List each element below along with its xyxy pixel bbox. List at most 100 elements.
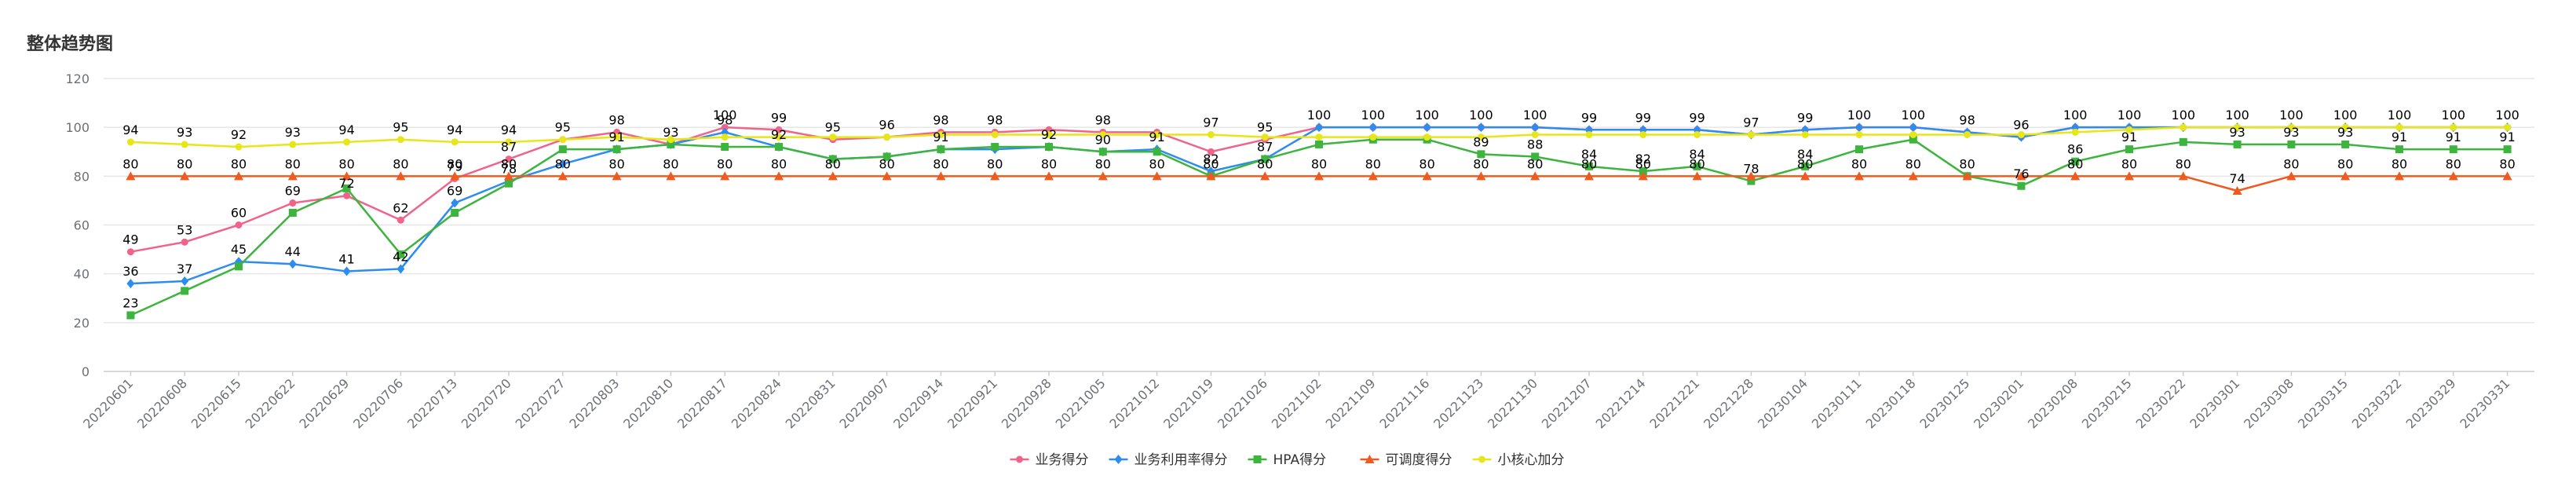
data-point	[2448, 171, 2458, 181]
data-label: 80	[2283, 156, 2299, 171]
data-label: 80	[1419, 156, 1434, 171]
x-tick-label: 20221228	[1701, 375, 1756, 431]
data-point	[180, 171, 190, 181]
data-point	[1585, 162, 1593, 170]
data-label: 80	[1473, 156, 1489, 171]
legend-item: 业务得分	[1010, 452, 1089, 468]
data-point	[774, 171, 784, 181]
data-point	[990, 171, 1000, 181]
x-tick-label: 20230215	[2079, 375, 2135, 431]
data-point	[2504, 123, 2512, 131]
y-tick-label: 60	[74, 218, 90, 233]
data-point	[1315, 133, 1323, 141]
y-tick-label: 120	[65, 71, 90, 86]
data-point	[505, 155, 513, 163]
data-label: 80	[1689, 156, 1705, 171]
data-point	[342, 171, 352, 181]
data-label: 91	[2499, 130, 2515, 144]
x-tick-label: 20230201	[1971, 375, 2026, 431]
data-point	[1747, 177, 1756, 185]
series-line	[130, 126, 2508, 285]
data-point	[2017, 181, 2026, 190]
data-label: 84	[1689, 147, 1705, 162]
data-point	[1365, 455, 1375, 463]
data-label: 100	[2333, 108, 2358, 122]
data-point	[1964, 130, 1971, 138]
data-label: 100	[713, 108, 737, 122]
data-label: 80	[555, 156, 571, 171]
data-point	[1152, 171, 1162, 181]
data-point	[721, 123, 729, 131]
data-point	[721, 133, 729, 141]
data-label: 87	[1257, 140, 1273, 155]
x-tick-label: 20221012	[1106, 375, 1162, 431]
data-label: 80	[771, 156, 787, 171]
data-point	[1423, 122, 1431, 133]
data-label: 72	[338, 176, 354, 191]
data-label: 80	[2446, 156, 2461, 171]
x-tick-label: 20220601	[80, 375, 136, 431]
data-point	[2395, 145, 2403, 154]
data-label: 80	[122, 156, 138, 171]
data-label: 96	[879, 118, 894, 133]
data-point	[126, 311, 135, 320]
legend-item: 小核心加分	[1472, 452, 1565, 468]
data-point	[1098, 171, 1108, 181]
x-tick-label: 20230308	[2241, 375, 2296, 431]
data-point	[1909, 130, 1917, 138]
data-label: 93	[2283, 125, 2299, 140]
data-point	[396, 216, 404, 224]
data-point	[991, 130, 999, 138]
legend-label: 小核心加分	[1498, 452, 1565, 468]
x-tick-label: 20221019	[1160, 375, 1216, 431]
data-point	[1153, 148, 1161, 156]
data-label: 93	[663, 125, 678, 140]
data-point	[2017, 130, 2025, 138]
x-tick-label: 20220817	[674, 375, 730, 431]
data-point	[1044, 171, 1054, 181]
x-tick-label: 20221221	[1646, 375, 1702, 431]
data-point	[342, 184, 351, 192]
data-label: 80	[608, 156, 624, 171]
data-point	[667, 140, 675, 148]
data-point	[235, 143, 243, 151]
x-tick-label: 20220622	[243, 375, 298, 431]
data-label: 99	[1689, 110, 1705, 125]
data-point	[2180, 123, 2187, 131]
legend-item: 可调度得分	[1360, 452, 1452, 468]
data-label: 100	[2063, 108, 2088, 122]
data-point	[342, 266, 351, 276]
x-tick-label: 20221109	[1323, 375, 1379, 431]
data-label: 92	[771, 127, 787, 142]
data-label: 80	[1635, 156, 1651, 171]
data-point	[1315, 140, 1323, 148]
data-point	[450, 171, 460, 181]
data-point	[235, 221, 243, 229]
data-point	[1531, 130, 1539, 138]
data-label: 84	[1581, 147, 1597, 162]
data-label: 80	[1959, 156, 1975, 171]
data-label: 80	[393, 156, 408, 171]
data-label: 80	[879, 156, 894, 171]
data-label: 80	[231, 156, 247, 171]
x-tick-label: 20220713	[404, 375, 460, 431]
data-label: 78	[1743, 162, 1759, 177]
data-point	[1423, 133, 1431, 141]
x-tick-label: 20221130	[1485, 375, 1540, 431]
data-point	[1909, 135, 1917, 144]
data-point	[2070, 171, 2081, 181]
data-point	[1314, 171, 1324, 181]
data-label: 60	[231, 206, 247, 221]
data-point	[1694, 130, 1701, 138]
x-tick-label: 20220629	[296, 375, 352, 431]
x-tick-label: 20220907	[836, 375, 892, 431]
data-point	[1801, 162, 1810, 170]
data-label: 100	[2225, 108, 2249, 122]
data-point	[181, 287, 189, 295]
data-point	[1478, 455, 1485, 463]
data-point	[451, 198, 459, 208]
data-point	[343, 138, 351, 146]
data-label: 94	[501, 122, 517, 137]
data-point	[1584, 171, 1594, 181]
